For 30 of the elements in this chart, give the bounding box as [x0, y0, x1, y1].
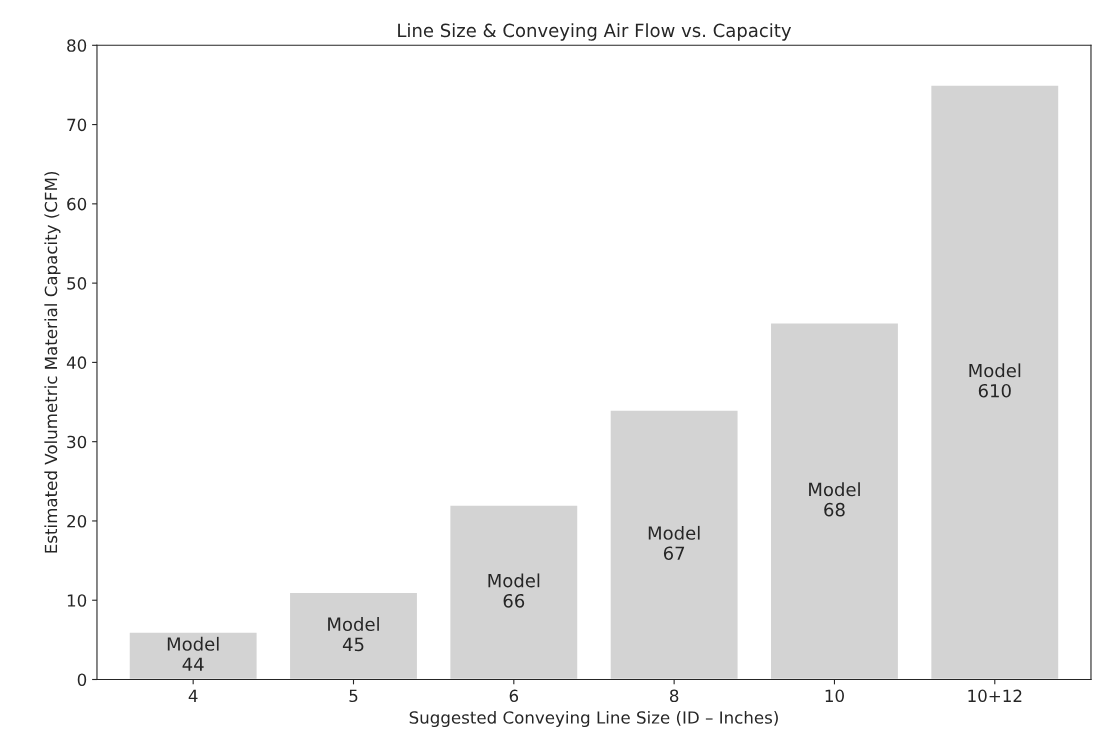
x-tick-label: 6 [509, 689, 519, 703]
bar [769, 322, 900, 680]
x-tick-label: 8 [669, 689, 679, 703]
bar [288, 591, 419, 680]
y-tick-label: 0 [77, 673, 87, 687]
x-axis-title: Suggested Conveying Line Size (ID – Inches) [409, 710, 778, 728]
y-axis-title: Estimated Volumetric Material Capacity (CFM) [44, 171, 61, 553]
y-tick-label: 30 [67, 435, 87, 449]
data-label: Model 66 [488, 573, 540, 608]
y-tick-label: 50 [67, 277, 87, 290]
bar [929, 84, 1060, 680]
y-tick-label: 40 [66, 356, 87, 369]
x-tick-label: 10+12 [968, 689, 1022, 703]
bar [609, 409, 739, 680]
y-tick-label: 60 [67, 197, 87, 211]
y-tick-label: 70 [67, 118, 87, 132]
y-tick-label: 80 [67, 39, 87, 52]
data-label: Model 44 [167, 636, 219, 671]
bar [128, 631, 258, 680]
chart-title: Line Size & Conveying Air Flow vs. Capacity [398, 23, 792, 41]
y-tick-label: 20 [67, 514, 87, 528]
x-tick-label: 10 [825, 689, 844, 703]
bar [448, 504, 579, 680]
data-label: Model 68 [809, 482, 860, 517]
y-tick-label: 10 [67, 594, 87, 607]
data-label: Model 45 [328, 617, 379, 652]
data-label: Model 67 [648, 525, 700, 561]
x-tick-label: 5 [349, 689, 358, 703]
data-label: Model 610 [969, 363, 1021, 398]
x-tick-label: 4 [188, 689, 198, 702]
